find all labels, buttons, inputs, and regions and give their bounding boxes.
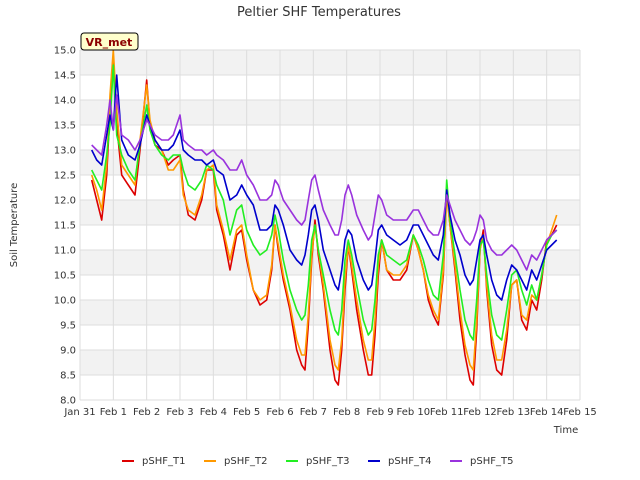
legend-item-pSHF_T4: pSHF_T4 [368, 456, 431, 467]
vr-met-badge: VR_met [80, 32, 139, 51]
x-tick-label: Feb 13 [497, 407, 531, 418]
y-tick-label: 10.5 [54, 271, 76, 282]
y-tick-label: 12.0 [54, 196, 76, 207]
x-tick-label: Feb 15 [563, 407, 597, 418]
legend-item-pSHF_T2: pSHF_T2 [204, 456, 267, 467]
legend-label: pSHF_T3 [306, 456, 349, 467]
y-tick-label: 14.5 [54, 71, 76, 82]
badge-text: VR_met [86, 36, 133, 49]
x-tick-label: Feb 11 [430, 407, 464, 418]
y-tick-label: 12.5 [54, 171, 76, 182]
x-tick-label: Jan 31 [63, 407, 95, 418]
x-tick-label: Feb 5 [233, 407, 260, 418]
x-tick-label: Feb 4 [200, 407, 227, 418]
grid [79, 49, 581, 401]
y-axis-label: Soil Temperature [9, 183, 20, 268]
axes: 8.0 8.5 9.0 9.5 10.0 10.5 11.0 11.5 12.0 12.5 13.0… [54, 46, 597, 419]
x-tick-label: Feb 7 [300, 407, 327, 418]
grid-band [80, 50, 580, 75]
x-tick-label: Feb 1 [100, 407, 127, 418]
y-tick-label: 9.0 [60, 346, 76, 357]
legend-item-pSHF_T3: pSHF_T3 [286, 456, 349, 467]
legend-item-pSHF_T1: pSHF_T1 [122, 456, 185, 467]
y-tick-label: 15.0 [54, 46, 76, 57]
y-tick-label: 13.5 [54, 121, 76, 132]
chart-title: Peltier SHF Temperatures [237, 5, 401, 20]
series-line-pSHF_T5 [91, 94, 558, 271]
x-tick-label: Feb 14 [530, 407, 564, 418]
legend-label: pSHF_T5 [470, 456, 513, 467]
legend-label: pSHF_T2 [224, 456, 267, 467]
y-tick-label: 10.0 [54, 296, 76, 307]
x-tick-label: Feb 6 [266, 407, 293, 418]
y-tick-label: 8.0 [60, 396, 76, 407]
legend-item-pSHF_T5: pSHF_T5 [450, 456, 513, 467]
x-tick-label: Feb 12 [463, 407, 497, 418]
grid-band [80, 200, 580, 225]
y-tick-label: 11.5 [54, 221, 76, 232]
grid-band [80, 100, 580, 125]
legend: pSHF_T1 pSHF_T2 pSHF_T3 pSHF_T4 pSHF_T5 [122, 456, 513, 467]
y-tick-label: 11.0 [54, 246, 76, 257]
x-tick-label: Feb 8 [333, 407, 360, 418]
y-tick-label: 14.0 [54, 96, 76, 107]
y-tick-label: 9.5 [60, 321, 76, 332]
grid-band [80, 150, 580, 175]
series-line-pSHF_T3 [90, 64, 558, 341]
x-tick-label: Feb 3 [166, 407, 193, 418]
x-tick-label: Feb 9 [366, 407, 393, 418]
series-lines [90, 49, 558, 386]
legend-label: pSHF_T4 [388, 456, 431, 467]
y-tick-label: 8.5 [60, 371, 76, 382]
series-line-pSHF_T4 [90, 74, 558, 301]
x-tick-label: Feb 2 [133, 407, 160, 418]
x-tick-label: Feb 10 [397, 407, 431, 418]
x-axis-label: Time [553, 425, 578, 436]
y-tick-label: 13.0 [54, 146, 76, 157]
legend-label: pSHF_T1 [142, 456, 185, 467]
